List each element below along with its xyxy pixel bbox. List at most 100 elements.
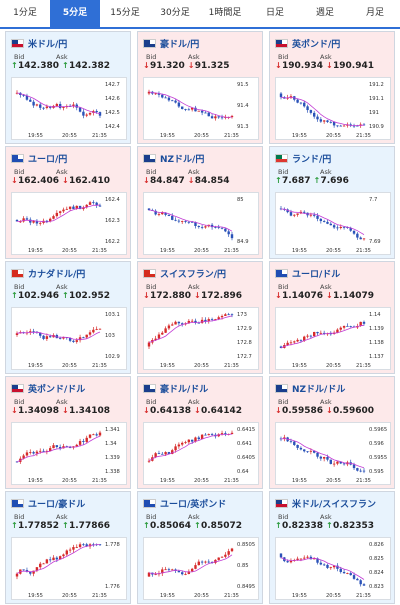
pair-name[interactable]: ランド/円 [292,154,332,165]
pair-name[interactable]: ユーロ/ドル [292,269,341,280]
candle-body [92,202,95,204]
pair-name[interactable]: ユーロ/豪ドル [28,499,86,510]
candle-body [78,544,82,547]
y-tick-label: 162.2 [105,239,120,245]
mini-candle-chart[interactable]: 85 84.9 19:55 20:55 21:35 [143,192,259,255]
candle-body [88,202,92,205]
candle-body [32,452,35,454]
tab-7[interactable]: 月足 [365,8,384,18]
prices: ↓0.59586 ↓0.59600 [275,406,377,416]
mini-candle-chart[interactable]: 162.4 162.3 162.2 19:55 20:55 21:35 [11,192,127,255]
y-tick-label: 1.776 [105,584,120,590]
pair-card[interactable]: 英ポンド/円 Bid Ask ↓190.934 ↓190.941 191.2 191.1 19… [269,31,395,144]
mini-candle-chart[interactable]: 0.826 0.825 0.824 0.823 19:55 20:55 21:35 [275,537,391,600]
mini-candle-chart[interactable]: 191.2 191.1 191 190.9 19:55 20:55 21:35 [275,77,391,140]
pair-card[interactable]: スイスフラン/円 Bid Ask ↓172.880 ↓172.896 173 172.9 17… [137,261,263,374]
tab-2[interactable]: 15分足 [110,8,140,18]
pair-name[interactable]: 英ポンド/ドル [28,384,86,395]
pair-card[interactable]: NZドル/ドル Bid Ask ↓0.59586 ↓0.59600 0.5965 0.596… [269,376,395,489]
arrow-down-icon: ↓ [275,61,282,70]
candle-body [303,211,306,213]
pair-header: ランド/円 [275,151,331,165]
candle-body [336,461,339,464]
candle-body [177,321,181,324]
candle-body [332,121,336,126]
candle-body [289,212,293,216]
pair-card[interactable]: 米ドル/スイスフラン Bid Ask ↑0.82338 ↑0.82353 0.826 0.8… [269,491,395,604]
candle-body [154,453,157,458]
candle-body [204,112,207,114]
pair-name[interactable]: ユーロ/円 [28,154,68,165]
candles-svg: 162.4 162.3 162.2 19:55 20:55 21:35 [15,197,121,254]
mini-candle-chart[interactable]: 142.7 142.6 142.5 142.4 19:55 20:55 21:35 [11,77,127,140]
pair-name[interactable]: NZドル/ドル [292,384,346,395]
pair-card[interactable]: ランド/円 Bid Ask ↑7.687 ↑7.696 7.7 7.69 19:55 20:55… [269,146,395,259]
candles-svg: 103.1 103 102.9 19:55 20:55 21:35 [15,312,120,369]
candle-body [336,125,339,127]
tab-1[interactable]: 5分足 [50,0,100,27]
y-tick-label: 103.1 [105,312,120,318]
candle-body [279,93,283,98]
candle-body [82,544,85,546]
pair-name[interactable]: カナダドル/円 [28,269,86,280]
mini-candle-chart[interactable]: 0.5965 0.596 0.5955 0.595 19:55 20:55 21:35 [275,422,391,485]
candle-body [65,208,68,210]
mini-candle-chart[interactable]: 91.5 91.4 91.3 19:55 20:55 21:35 [143,77,259,140]
candle-body [164,569,167,571]
pair-name[interactable]: 米ドル/スイスフラン [292,499,377,510]
pair-name[interactable]: ユーロ/英ポンド [160,499,227,510]
y-tick-label: 172.7 [237,354,252,360]
candle-body [207,112,210,117]
candle-body [190,568,194,572]
tab-0[interactable]: 1分足 [13,8,37,18]
candles-svg: 0.826 0.825 0.824 0.823 19:55 20:55 21:35 [279,542,385,599]
candle-body [184,221,187,222]
ask-price: 84.854 [194,176,230,186]
candle-body [25,452,29,456]
candle-body [35,567,39,571]
candle-body [356,125,359,127]
candle-body [164,452,167,455]
mini-candle-chart[interactable]: 1.14 1.139 1.138 1.137 19:55 20:55 21:35 [275,307,391,370]
pair-name[interactable]: 英ポンド/円 [292,39,341,50]
pair-card[interactable]: カナダドル/円 Bid Ask ↑102.946 ↑102.952 103.1 103 102… [5,261,131,374]
pair-card[interactable]: ユーロ/円 Bid Ask ↓162.406 ↓162.410 162.4 162.3 162… [5,146,131,259]
candle-body [147,342,151,347]
mini-candle-chart[interactable]: 0.6415 0.641 0.6405 0.64 19:55 20:55 21:35 [143,422,259,485]
candle-body [58,211,62,213]
pair-name[interactable]: 豪ドル/円 [160,39,200,50]
candle-body [29,331,32,333]
pair-card[interactable]: ユーロ/ドル Bid Ask ↓1.14076 ↓1.14079 1.14 1.139 1.1… [269,261,395,374]
pair-card[interactable]: ユーロ/豪ドル Bid Ask ↑1.77852 ↑1.77866 1.778 1.776 1… [5,491,131,604]
pair-name[interactable]: NZドル/円 [160,154,205,165]
mini-candle-chart[interactable]: 103.1 103 102.9 19:55 20:55 21:35 [11,307,127,370]
pair-card[interactable]: 米ドル/円 Bid Ask ↑142.380 ↑142.382 142.7 142.6 142… [5,31,131,144]
mini-candle-chart[interactable]: 173 172.9 172.8 172.7 19:55 20:55 21:35 [143,307,259,370]
pair-name[interactable]: 米ドル/円 [28,39,68,50]
tab-6[interactable]: 週足 [315,8,334,18]
tab-5[interactable]: 日足 [265,8,284,18]
pair-card[interactable]: 英ポンド/ドル Bid Ask ↓1.34098 ↓1.34108 1.341 1.34 1.… [5,376,131,489]
pair-card[interactable]: 豪ドル/円 Bid Ask ↓91.320 ↓91.325 91.5 91.4 91.3 19:… [137,31,263,144]
pair-name[interactable]: スイスフラン/円 [160,269,227,280]
candle-body [220,227,224,229]
tab-3[interactable]: 30分足 [160,8,190,18]
pair-card[interactable]: NZドル/円 Bid Ask ↓84.847 ↓84.854 85 84.9 19:55 20:… [137,146,263,259]
mini-candle-chart[interactable]: 1.778 1.776 19:55 20:55 21:35 [11,537,127,600]
candle-body [220,433,224,435]
mini-candle-chart[interactable]: 1.341 1.34 1.339 1.338 19:55 20:55 21:35 [11,422,127,485]
x-time-label: 21:35 [92,478,107,484]
pair-name[interactable]: 豪ドル/ドル [160,384,209,395]
tab-4[interactable]: 1時間足 [208,8,242,18]
candle-body [210,319,214,320]
mini-candle-chart[interactable]: 0.8505 0.85 0.8495 19:55 20:55 21:35 [143,537,259,600]
ask-label: Ask [188,398,200,406]
candle-body [174,100,177,103]
mini-candle-chart[interactable]: 7.7 7.69 19:55 20:55 21:35 [275,192,391,255]
pair-card[interactable]: 豪ドル/ドル Bid Ask ↓0.64138 ↓0.64142 0.6415 0.641 0… [137,376,263,489]
pair-card[interactable]: ユーロ/英ポンド Bid Ask ↑0.85064 ↑0.85072 0.8505 0.85… [137,491,263,604]
candle-body [85,334,88,338]
moving-average-line [148,91,233,118]
candle-body [88,332,92,335]
candle-body [296,213,299,215]
